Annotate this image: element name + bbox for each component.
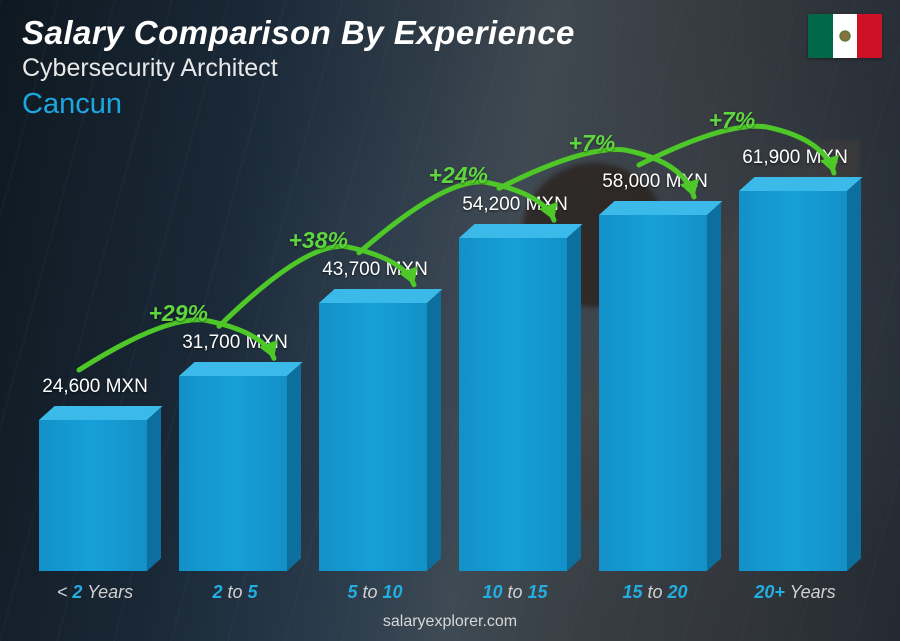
country-flag-mexico	[808, 14, 882, 58]
bar-category-label: < 2 Years	[25, 582, 165, 603]
bar-category-label: 2 to 5	[165, 582, 305, 603]
bar-category-label: 15 to 20	[585, 582, 725, 603]
chart-location: Cancun	[22, 88, 122, 121]
flag-stripe-red	[857, 14, 882, 58]
chart-container: Salary Comparison By Experience Cybersec…	[0, 0, 900, 641]
increase-arc	[25, 141, 865, 571]
increase-pct-label: +7%	[709, 107, 756, 134]
chart-subtitle: Cybersecurity Architect	[22, 54, 278, 83]
footer-credit: salaryexplorer.com	[0, 613, 900, 631]
bar-category-label: 5 to 10	[305, 582, 445, 603]
chart-title: Salary Comparison By Experience	[22, 14, 575, 52]
bar-category-label: 10 to 15	[445, 582, 585, 603]
flag-stripe-green	[808, 14, 833, 58]
bar-chart: 24,600 MXN< 2 Years31,700 MXN2 to 543,70…	[25, 141, 865, 571]
bar-category-label: 20+ Years	[725, 582, 865, 603]
flag-stripe-white	[833, 14, 858, 58]
